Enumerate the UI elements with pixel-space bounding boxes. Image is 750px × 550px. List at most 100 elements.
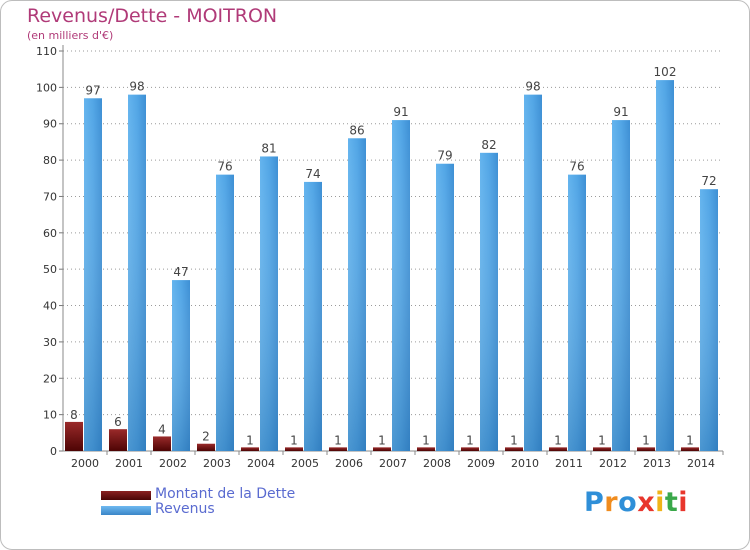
x-tick-label: 2008 xyxy=(423,457,451,470)
bar-dette xyxy=(373,447,391,451)
logo-letter: i xyxy=(678,487,689,518)
y-tick-label: 100 xyxy=(36,81,57,94)
bar-revenus-shade xyxy=(172,280,190,451)
y-tick-label: 50 xyxy=(43,263,57,276)
x-tick-label: 2010 xyxy=(511,457,539,470)
legend-swatch-revenus xyxy=(101,506,151,515)
data-label-revenus: 98 xyxy=(525,80,540,94)
bar-revenus-shade xyxy=(348,138,366,452)
data-label-revenus: 91 xyxy=(613,105,628,119)
data-label-revenus: 74 xyxy=(305,167,320,181)
chart-title: Revenus/Dette - MOITRON xyxy=(27,5,278,27)
x-tick-label: 2002 xyxy=(159,457,187,470)
data-label-dette: 1 xyxy=(246,433,254,447)
y-tick-label: 60 xyxy=(43,227,57,240)
bar-dette xyxy=(593,447,611,451)
y-tick-label: 90 xyxy=(43,118,57,131)
data-label-revenus: 102 xyxy=(654,65,677,79)
data-label-dette: 2 xyxy=(202,430,210,444)
data-label-dette: 1 xyxy=(422,433,430,447)
x-tick-label: 2005 xyxy=(291,457,319,470)
data-label-dette: 1 xyxy=(642,433,650,447)
bar-revenus-shade xyxy=(480,152,498,451)
bar-dette xyxy=(153,436,171,451)
y-tick-label: 0 xyxy=(50,445,57,458)
bar-revenus-shade xyxy=(304,181,322,451)
data-label-revenus: 81 xyxy=(261,141,276,155)
bar-revenus-shade xyxy=(436,163,454,451)
bar-revenus-shade xyxy=(392,120,410,451)
data-label-revenus: 91 xyxy=(393,105,408,119)
y-tick-label: 110 xyxy=(36,45,57,58)
legend-swatch-dette xyxy=(101,491,151,500)
x-tick-label: 2004 xyxy=(247,457,275,470)
data-label-dette: 4 xyxy=(158,422,166,436)
logo-letter: t xyxy=(664,487,679,518)
data-label-revenus: 86 xyxy=(349,123,364,137)
data-label-revenus: 76 xyxy=(569,160,584,174)
x-tick-label: 2003 xyxy=(203,457,231,470)
x-tick-label: 2011 xyxy=(555,457,583,470)
legend-label-revenus: Revenus xyxy=(155,501,215,517)
logo-letter: o xyxy=(618,487,638,518)
bar-dette xyxy=(417,447,435,451)
y-tick-label: 40 xyxy=(43,300,57,313)
y-tick-label: 20 xyxy=(43,372,57,385)
x-tick-label: 2013 xyxy=(643,457,671,470)
x-tick-label: 2007 xyxy=(379,457,407,470)
bar-revenus-shade xyxy=(612,120,630,451)
data-label-dette: 6 xyxy=(114,415,122,429)
logo-letter: r xyxy=(604,487,619,518)
bar-revenus-shade xyxy=(656,80,674,451)
bar-revenus-shade xyxy=(84,98,102,451)
logo-letter: i xyxy=(655,487,665,518)
data-label-revenus: 76 xyxy=(217,160,232,174)
bar-dette xyxy=(285,447,303,451)
x-tick-label: 2006 xyxy=(335,457,363,470)
data-label-dette: 1 xyxy=(554,433,562,447)
bar-dette xyxy=(197,443,215,451)
bar-dette xyxy=(637,447,655,451)
bar-dette xyxy=(461,447,479,451)
x-tick-label: 2000 xyxy=(71,457,99,470)
data-label-revenus: 47 xyxy=(173,265,188,279)
bar-revenus-shade xyxy=(524,94,542,452)
bar-revenus-shade xyxy=(700,189,718,451)
data-label-dette: 1 xyxy=(378,433,386,447)
data-label-revenus: 82 xyxy=(481,138,496,152)
bar-dette xyxy=(505,447,523,451)
logo-letter: x xyxy=(637,487,656,518)
data-label-dette: 1 xyxy=(510,433,518,447)
bar-revenus-shade xyxy=(568,174,586,452)
y-tick-label: 10 xyxy=(43,409,57,422)
proxiti-logo: Proxiti xyxy=(584,487,688,518)
legend-label-dette: Montant de la Dette xyxy=(155,486,296,502)
data-label-dette: 1 xyxy=(290,433,298,447)
bar-dette xyxy=(109,429,127,451)
data-label-revenus: 72 xyxy=(701,174,716,188)
bar-dette xyxy=(681,447,699,451)
x-tick-label: 2009 xyxy=(467,457,495,470)
x-tick-label: 2014 xyxy=(687,457,715,470)
y-tick-label: 80 xyxy=(43,154,57,167)
data-label-revenus: 97 xyxy=(85,83,100,97)
data-label-dette: 1 xyxy=(598,433,606,447)
y-tick-label: 30 xyxy=(43,336,57,349)
bar-revenus-shade xyxy=(216,174,234,452)
bar-dette xyxy=(65,421,83,451)
data-label-dette: 1 xyxy=(466,433,474,447)
x-tick-label: 2012 xyxy=(599,457,627,470)
bar-dette xyxy=(241,447,259,451)
data-label-revenus: 98 xyxy=(129,80,144,94)
bar-revenus-shade xyxy=(260,156,278,452)
y-tick-label: 70 xyxy=(43,190,57,203)
x-tick-label: 2001 xyxy=(115,457,143,470)
logo-letter: P xyxy=(584,487,605,518)
data-label-dette: 1 xyxy=(334,433,342,447)
bar-revenus-shade xyxy=(128,94,146,452)
data-label-revenus: 79 xyxy=(437,149,452,163)
chart-subtitle: (en milliers d'€) xyxy=(27,29,114,42)
data-label-dette: 8 xyxy=(70,408,78,422)
